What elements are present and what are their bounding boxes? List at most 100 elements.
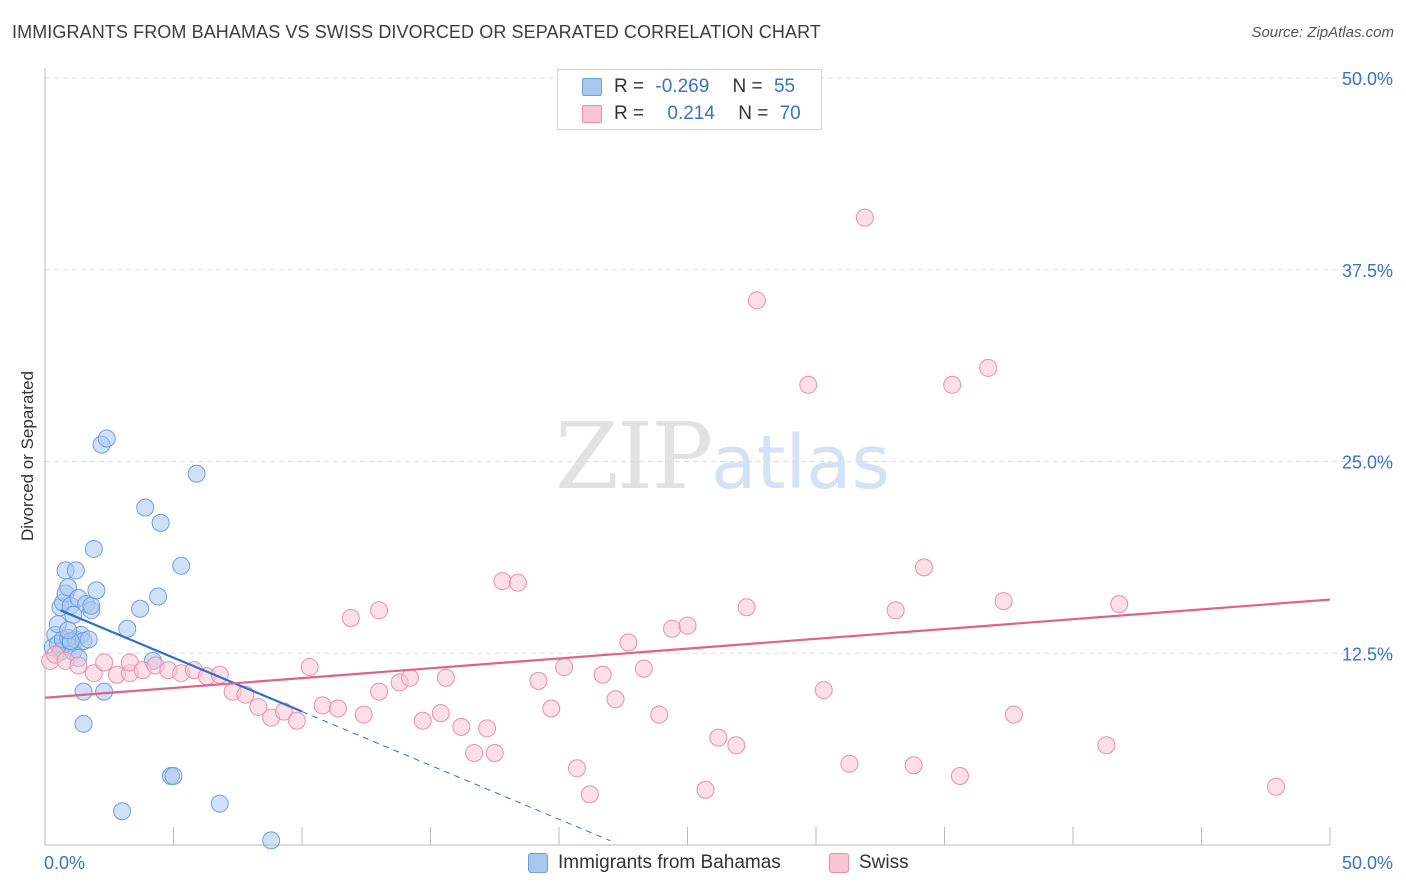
swiss-point	[799, 375, 818, 394]
n-value: 55	[773, 76, 796, 97]
swiss-point	[452, 717, 471, 736]
bahamas-point	[187, 464, 206, 483]
bahamas-trend-line	[59, 609, 303, 713]
swiss-point	[341, 608, 360, 627]
swiss-point	[555, 658, 574, 677]
bahamas-point	[95, 682, 114, 701]
stats-text-bahamas: R = -0.269 N = 55	[614, 76, 795, 98]
swiss-point	[950, 766, 969, 785]
swiss-point	[354, 705, 373, 724]
swiss-point	[313, 696, 332, 715]
bahamas-point	[74, 714, 93, 733]
bahamas-point	[113, 802, 132, 821]
source-credit: Source: ZipAtlas.com	[1251, 24, 1394, 41]
swiss-point	[436, 668, 455, 687]
tick-labels: 12.5% 25.0% 37.5% 50.0% 0.0% 50.0%	[44, 69, 1393, 873]
trend-lines	[44, 598, 1331, 842]
swiss-point	[485, 743, 504, 762]
bahamas-point	[74, 682, 93, 701]
swiss-point	[979, 358, 998, 377]
swiss-point	[855, 208, 874, 227]
swiss-point	[287, 711, 306, 730]
swiss-point	[413, 711, 432, 730]
swiss-point	[678, 616, 697, 635]
swiss-point	[465, 743, 484, 762]
y-tick-label: 25.0%	[1342, 453, 1393, 473]
swiss-point	[747, 291, 766, 310]
n-key: N =	[738, 103, 769, 124]
swiss-trend-line	[44, 598, 1331, 699]
stats-text-swiss: R = 0.214 N = 70	[614, 103, 801, 125]
swiss-point	[328, 699, 347, 718]
swiss-point	[567, 759, 586, 778]
swiss-point	[650, 705, 669, 724]
n-value: 70	[779, 103, 801, 124]
x-tick-label: 50.0%	[1342, 853, 1393, 873]
swiss-legend-swatch	[829, 853, 849, 873]
legend-label-bahamas: Immigrants from Bahamas	[558, 852, 781, 873]
swiss-point	[619, 633, 638, 652]
bahamas-swatch	[582, 78, 602, 96]
bahamas-point	[66, 561, 85, 580]
bahamas-point	[131, 599, 150, 618]
swiss-point	[1004, 705, 1023, 724]
y-tick-label: 37.5%	[1342, 261, 1393, 281]
swiss-point	[300, 658, 319, 677]
swiss-point	[370, 682, 389, 701]
legend-label-swiss: Swiss	[859, 852, 909, 873]
swiss-point	[580, 785, 599, 804]
swiss-point	[95, 653, 114, 672]
data-points	[41, 208, 1286, 850]
swiss-point	[904, 756, 923, 775]
bahamas-point	[84, 539, 103, 558]
swiss-point	[943, 375, 962, 394]
chart-title: IMMIGRANTS FROM BAHAMAS VS SWISS DIVORCE…	[12, 22, 821, 42]
r-key: R =	[614, 103, 645, 124]
y-tick-label: 12.5%	[1342, 644, 1393, 664]
swiss-point	[529, 671, 548, 690]
swiss-point	[709, 728, 728, 747]
bahamas-trend-extension	[301, 711, 611, 842]
swiss-point	[400, 668, 419, 687]
swiss-point	[1097, 736, 1116, 755]
legend-item-bahamas[interactable]: Immigrants from Bahamas	[528, 852, 781, 874]
swiss-point	[727, 736, 746, 755]
bahamas-point	[164, 766, 183, 785]
swiss-point	[593, 665, 612, 684]
swiss-point	[431, 704, 450, 723]
bahamas-legend-swatch	[528, 853, 548, 873]
y-tick-label: 50.0%	[1342, 69, 1393, 89]
swiss-point	[886, 601, 905, 620]
swiss-point	[663, 619, 682, 638]
swiss-point	[493, 572, 512, 591]
grid-lines	[45, 77, 1395, 654]
x-tick-label: 0.0%	[44, 853, 85, 873]
bahamas-point	[82, 596, 101, 615]
bahamas-point	[97, 429, 116, 448]
swiss-point	[914, 558, 933, 577]
swiss-point	[634, 659, 653, 678]
bahamas-point	[136, 498, 155, 517]
swiss-point	[814, 681, 833, 700]
bahamas-point	[59, 621, 78, 640]
bahamas-point	[172, 556, 191, 575]
swiss-point	[370, 601, 389, 620]
r-value: 0.214	[667, 103, 715, 124]
series-legend: Immigrants from Bahamas Swiss	[0, 852, 1406, 878]
swiss-point	[994, 592, 1013, 611]
swiss-point	[606, 690, 625, 709]
swiss-point	[249, 697, 268, 716]
swiss-point	[696, 780, 715, 799]
swiss-point	[478, 719, 497, 738]
bahamas-point	[262, 831, 281, 850]
bahamas-point	[151, 513, 170, 532]
swiss-point	[840, 754, 859, 773]
swiss-swatch	[582, 105, 602, 123]
legend-item-swiss[interactable]: Swiss	[829, 852, 909, 874]
r-key: R =	[614, 76, 645, 97]
swiss-point	[737, 598, 756, 617]
bahamas-point	[79, 630, 98, 649]
r-value: -0.269	[655, 76, 710, 97]
axes	[44, 68, 1331, 846]
